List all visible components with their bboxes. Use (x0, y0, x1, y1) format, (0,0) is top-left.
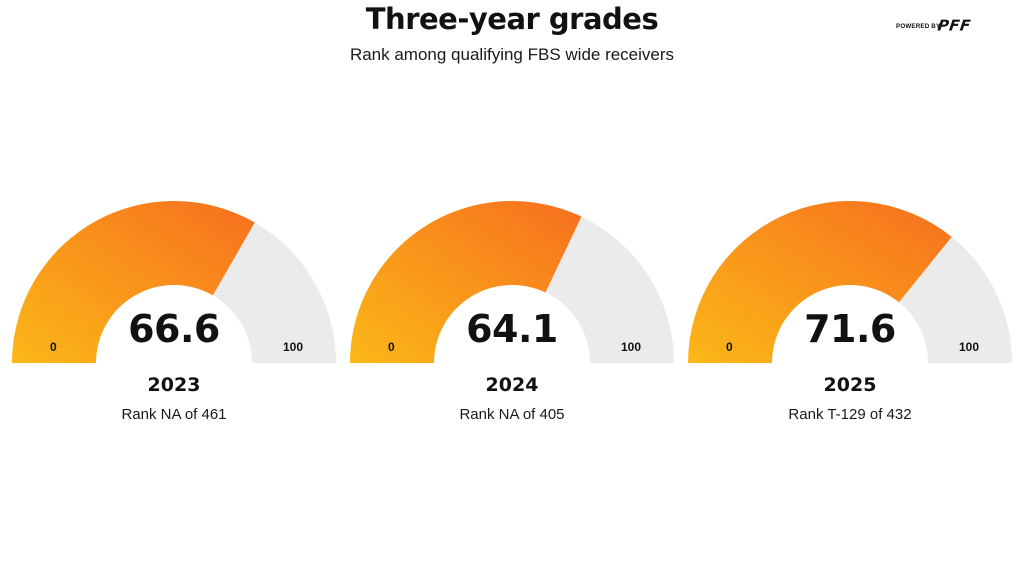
gauge-2024: 64.1 0 100 2024 Rank NA of 405 (350, 190, 674, 440)
grade-value: 66.6 (128, 307, 220, 351)
season-year: 2023 (147, 374, 201, 396)
tick-label-min: 0 (726, 340, 733, 354)
chart-subtitle: Rank among qualifying FBS wide receivers (349, 45, 675, 64)
gauge-track (212, 222, 336, 363)
tick-label-max: 100 (283, 340, 304, 354)
grade-value: 64.1 (466, 307, 558, 351)
chart-title: Three-year grades (365, 2, 659, 36)
tick-label-max: 100 (621, 340, 642, 354)
logo-brand: PFF (937, 17, 973, 33)
tick-label-min: 0 (50, 340, 57, 354)
season-year: 2024 (485, 374, 539, 396)
season-year: 2025 (823, 374, 877, 396)
rank-text: Rank T-129 of 432 (788, 406, 912, 423)
gauge-svg (688, 200, 1012, 363)
pff-logo: POWERED BY PFF (896, 17, 973, 33)
gauge-fill (688, 200, 952, 363)
gauge-2023: 66.6 0 100 2023 Rank NA of 461 (12, 190, 336, 440)
rank-text: Rank NA of 405 (459, 406, 565, 423)
tick-label-max: 100 (959, 340, 980, 354)
logo-prefix: POWERED BY (896, 23, 941, 30)
grade-value: 71.6 (804, 307, 896, 351)
tick-label-min: 0 (388, 340, 395, 354)
gauge-track (545, 216, 674, 363)
gauge-fill (12, 201, 255, 363)
gauge-fill (350, 201, 582, 363)
rank-text: Rank NA of 461 (121, 406, 227, 423)
gauge-track (898, 236, 1012, 363)
gauge-2025: 71.6 0 100 2025 Rank T-129 of 432 (688, 190, 1012, 440)
gauge-svg (350, 201, 674, 363)
gauge-svg (12, 201, 336, 363)
